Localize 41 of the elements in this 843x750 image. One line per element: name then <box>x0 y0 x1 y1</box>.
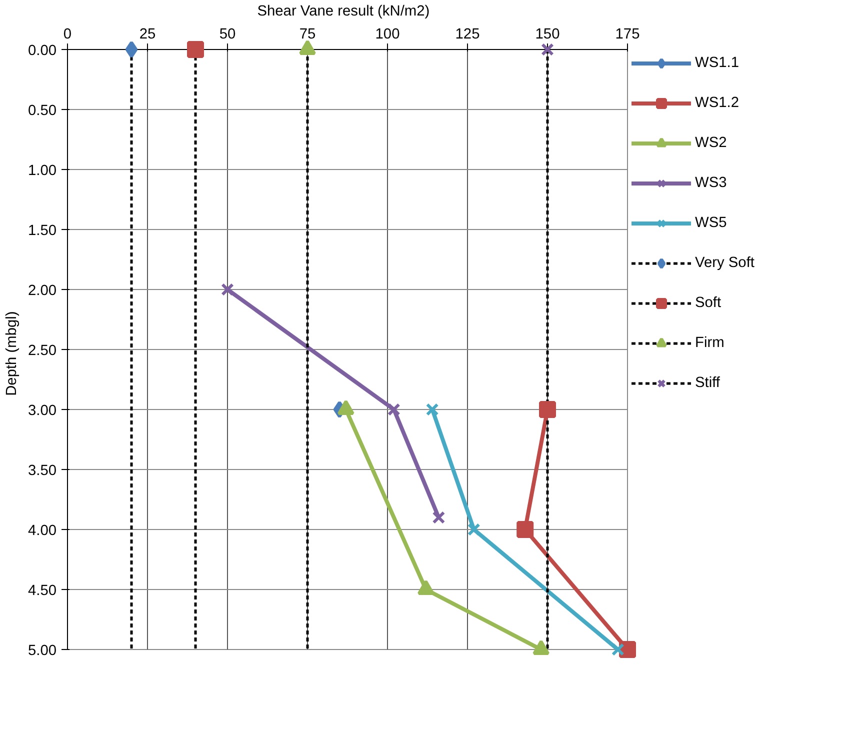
point <box>539 401 556 418</box>
y-tick-label: 4.00 <box>28 523 57 539</box>
point <box>541 43 554 56</box>
x-tick-label: 25 <box>139 26 156 42</box>
x-tick-label: 50 <box>219 26 236 42</box>
x-tick-label: 175 <box>615 26 640 42</box>
legend-label: Firm <box>695 335 724 351</box>
x-tick-label: 125 <box>455 26 480 42</box>
y-tick-label: 3.00 <box>28 403 57 419</box>
y-tick-label: 4.50 <box>28 583 57 599</box>
y-tick-label: 1.00 <box>28 163 57 179</box>
y-tick-label: 1.50 <box>28 223 57 239</box>
y-tick-label: 0.00 <box>28 43 57 59</box>
legend-label: WS1.2 <box>695 95 739 111</box>
legend-label: WS3 <box>695 175 727 191</box>
point <box>387 403 400 416</box>
y-tick-label: 0.50 <box>28 103 57 119</box>
x-axis-title: Shear Vane result (kN/m2) <box>257 4 430 20</box>
point <box>426 403 439 416</box>
legend-label: Very Soft <box>695 255 754 271</box>
point <box>187 41 204 58</box>
x-tick-label: 0 <box>63 26 72 42</box>
point <box>221 283 234 296</box>
x-tick-label: 75 <box>299 26 316 42</box>
x-tick-label: 100 <box>375 26 400 42</box>
legend-label: WS1.1 <box>695 55 739 71</box>
legend-label: WS5 <box>695 215 727 231</box>
point <box>611 643 624 656</box>
point <box>432 511 446 524</box>
y-tick-label: 3.50 <box>28 463 57 479</box>
x-tick-label: 150 <box>535 26 560 42</box>
point <box>125 41 138 58</box>
point <box>467 523 480 536</box>
y-axis-title: Depth (mbgl) <box>4 311 20 396</box>
legend-label: Soft <box>695 295 722 311</box>
point <box>516 521 534 538</box>
y-tick-label: 5.00 <box>28 643 57 659</box>
y-tick-label: 2.50 <box>28 343 57 359</box>
y-tick-label: 2.00 <box>28 283 57 299</box>
legend-label: WS2 <box>695 135 727 151</box>
legend-label: Stiff <box>695 375 720 391</box>
